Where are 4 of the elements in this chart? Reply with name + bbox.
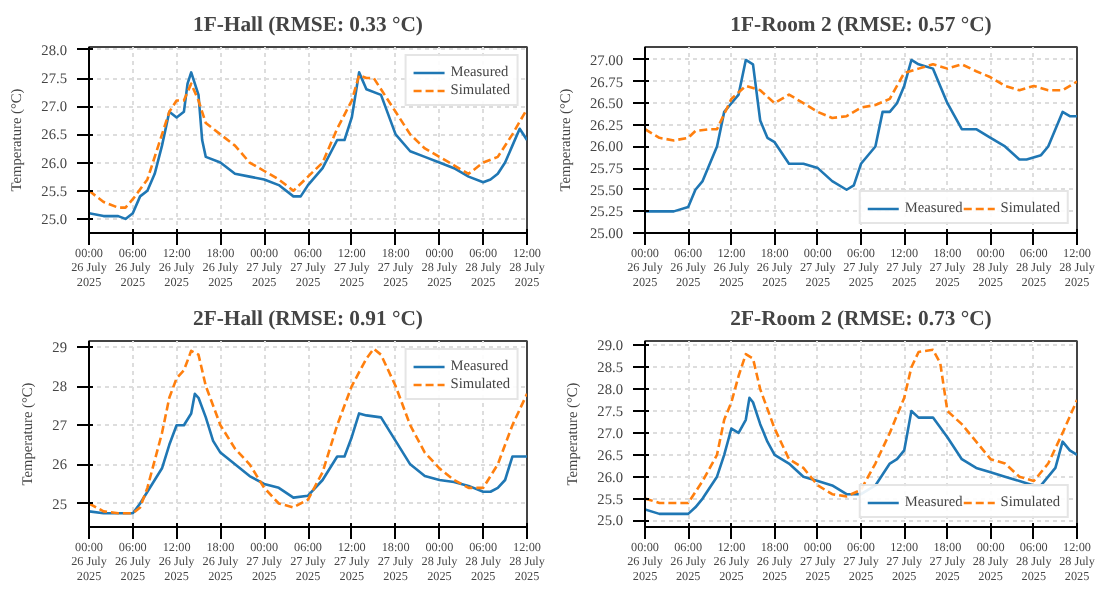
chart-title: 1F-Room 2 (RMSE: 0.57 °C): [730, 15, 993, 37]
chart-title: 1F-Hall (RMSE: 0.33 °C): [193, 15, 424, 37]
chart-title: 2F-Room 2 (RMSE: 0.73 °C): [730, 309, 993, 331]
chart-title: 2F-Hall (RMSE: 0.91 °C): [193, 309, 424, 331]
